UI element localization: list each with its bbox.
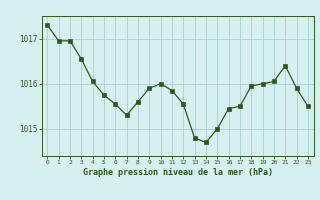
X-axis label: Graphe pression niveau de la mer (hPa): Graphe pression niveau de la mer (hPa) — [83, 168, 273, 177]
